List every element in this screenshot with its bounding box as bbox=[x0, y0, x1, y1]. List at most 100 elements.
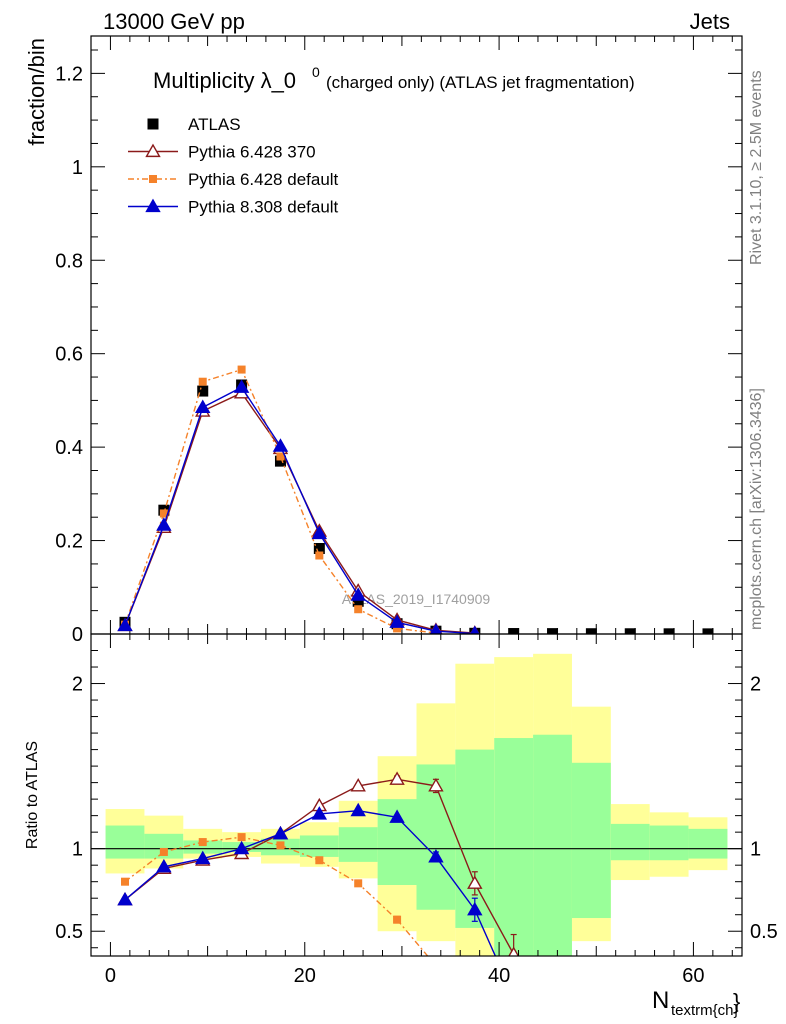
plot-title-suffix: (charged only) (ATLAS jet fragmentation) bbox=[326, 73, 635, 92]
main-y-tick-label: 1 bbox=[72, 157, 83, 179]
atlas-point bbox=[197, 385, 209, 397]
pythia-8-308-default-point bbox=[389, 614, 405, 628]
inner-band-bin bbox=[571, 762, 611, 919]
pythia-6-428-default-point bbox=[276, 452, 285, 461]
atlas-point bbox=[585, 628, 597, 634]
pythia-8-308-default-ratio-point bbox=[428, 849, 444, 863]
inner-band-bin bbox=[649, 825, 689, 861]
rivet-version-label: Rivet 3.1.10, ≥ 2.5M events bbox=[748, 70, 765, 265]
pythia-6-428-370-ratio-point bbox=[350, 778, 366, 792]
ratio-y-tick-label-right: 1 bbox=[750, 839, 761, 861]
atlas-point bbox=[624, 628, 636, 634]
pythia-6-428-370-ratio-point bbox=[428, 778, 444, 792]
atlas-point bbox=[702, 628, 714, 634]
mcplots-reference-label: mcplots.cern.ch [arXiv:1306.3436] bbox=[748, 388, 765, 630]
pythia-6-428-default-point bbox=[198, 377, 207, 386]
pythia-6-428-default-ratio-point bbox=[432, 962, 440, 970]
pythia-6-428-default-ratio-line bbox=[124, 836, 429, 956]
pythia-6-428-default-ratio-point bbox=[159, 847, 168, 856]
pythia-6-428-default-ratio-point bbox=[276, 841, 285, 850]
pythia-8-308-default-ratio-point bbox=[311, 806, 328, 820]
legend-label-pythia-6-428-default: Pythia 6.428 default bbox=[188, 170, 339, 189]
inner-band-bin bbox=[494, 738, 534, 956]
inner-band-bin bbox=[299, 835, 339, 857]
atlas-point bbox=[313, 543, 325, 555]
ratio-x-tick-label: 60 bbox=[682, 965, 704, 987]
plot-title-main: Multiplicity λ_0 bbox=[153, 68, 296, 93]
legend-marker-pythia-6-428-370 bbox=[145, 143, 161, 158]
atlas-point bbox=[663, 628, 675, 634]
pythia-8-308-default-point bbox=[195, 399, 211, 413]
ratio-y-tick-label: 1 bbox=[72, 839, 83, 861]
pythia-8-308-default-point bbox=[272, 438, 289, 452]
legend-label-pythia-6-428-370: Pythia 6.428 370 bbox=[188, 143, 316, 162]
inner-band-bin bbox=[533, 734, 572, 956]
x-axis-label-main: N bbox=[652, 987, 669, 1014]
pythia-8-308-default-ratio-point bbox=[117, 891, 133, 906]
pythia-8-308-default-line bbox=[124, 386, 475, 634]
x-axis-label-brace: } bbox=[733, 989, 740, 1014]
pythia-8-308-default-ratio-point bbox=[389, 809, 405, 823]
pythia-6-428-default-ratio-point bbox=[237, 833, 246, 842]
pythia-8-308-default-ratio-point bbox=[233, 840, 250, 855]
pythia-8-308-default-ratio-point bbox=[350, 802, 366, 817]
pythia-8-308-default-point bbox=[470, 625, 480, 634]
ratio-y-tick-label-right: 2 bbox=[750, 674, 761, 696]
ratio-x-tick-label: 40 bbox=[488, 965, 510, 987]
main-y-tick-label: 0 bbox=[72, 624, 83, 646]
pythia-8-308-default-ratio-point bbox=[156, 858, 172, 873]
pythia-8-308-default-point bbox=[311, 525, 328, 540]
atlas-point bbox=[274, 455, 286, 467]
pythia-8-308-default-ratio-point bbox=[195, 850, 211, 865]
pythia-8-308-default-point bbox=[117, 617, 133, 632]
main-x-ticks bbox=[90, 36, 733, 634]
main-y-tick-label: 0.6 bbox=[55, 344, 83, 366]
inner-band-bin bbox=[688, 828, 728, 859]
pythia-8-308-default-ratio-point bbox=[272, 825, 289, 840]
main-y-tick-label: 1.2 bbox=[55, 63, 83, 85]
main-y-tick-label: 0.8 bbox=[55, 250, 83, 272]
ratio-y-tick-label: 0.5 bbox=[55, 921, 83, 943]
ratio-y-ticks: 0.5 0.5 1 1 2 2 bbox=[55, 650, 778, 949]
plot-title-superscript: 0 bbox=[312, 64, 320, 80]
legend-marker-pythia-6-428-default bbox=[149, 175, 157, 183]
ratio-y-axis-label: Ratio to ATLAS bbox=[24, 741, 41, 849]
ratio-frame bbox=[90, 633, 743, 957]
pythia-8-308-default-point bbox=[429, 623, 443, 634]
main-y-tick-label: 0.4 bbox=[55, 437, 83, 459]
pythia-6-428-370-ratio-point bbox=[389, 771, 405, 785]
ratio-panel: Ratio to ATLAS 0.5 0.5 1 1 2 2 0 20 40 60 N text… bbox=[24, 633, 778, 1019]
main-y-ticks: 0 0.2 0.4 0.6 0.8 1 1.2 bbox=[55, 49, 742, 646]
pythia-6-428-default-point bbox=[393, 624, 402, 633]
pythia-6-428-default-ratio-point bbox=[198, 838, 207, 847]
main-y-tick-label: 0.2 bbox=[55, 531, 83, 553]
pythia-6-428-default-ratio-point bbox=[354, 879, 363, 888]
pythia-8-308-default-point bbox=[350, 587, 366, 601]
legend-label-pythia-8-308-default: Pythia 8.308 default bbox=[188, 198, 339, 217]
main-series bbox=[117, 365, 714, 634]
pythia-6-428-default-point bbox=[237, 365, 246, 374]
ratio-y-tick-label: 2 bbox=[72, 674, 83, 696]
inner-band-bin bbox=[183, 840, 223, 854]
pythia-6-428-default-point bbox=[159, 509, 168, 518]
inner-band-bin bbox=[105, 825, 145, 859]
ratio-series bbox=[117, 771, 520, 970]
ratio-y-tick-label-right: 0.5 bbox=[750, 921, 778, 943]
x-axis-label-subscript: textrm{ch} bbox=[671, 1002, 739, 1019]
inner-band-bin bbox=[338, 827, 378, 862]
pythia-8-308-default-ratio-point bbox=[467, 901, 483, 916]
main-panel: fraction/bin Multiplicity λ_0 0 (charged… bbox=[24, 35, 743, 646]
pythia-6-428-default-ratio-point bbox=[393, 915, 402, 924]
pythia-6-428-default-point bbox=[315, 551, 324, 560]
pythia-6-428-370-ratio-point bbox=[508, 946, 520, 956]
atlas-point bbox=[508, 628, 520, 634]
main-y-axis-label: fraction/bin bbox=[24, 38, 49, 146]
pythia-8-308-default-point bbox=[233, 379, 250, 393]
legend-marker-pythia-8-308-default bbox=[145, 198, 161, 213]
atlas-point bbox=[352, 595, 364, 607]
legend-marker-atlas bbox=[147, 118, 159, 130]
ratio-x-tick-label: 0 bbox=[105, 965, 116, 987]
legend-label-atlas: ATLAS bbox=[188, 115, 241, 134]
plot-title: Multiplicity λ_0 0 (charged only) (ATLAS… bbox=[153, 64, 635, 93]
